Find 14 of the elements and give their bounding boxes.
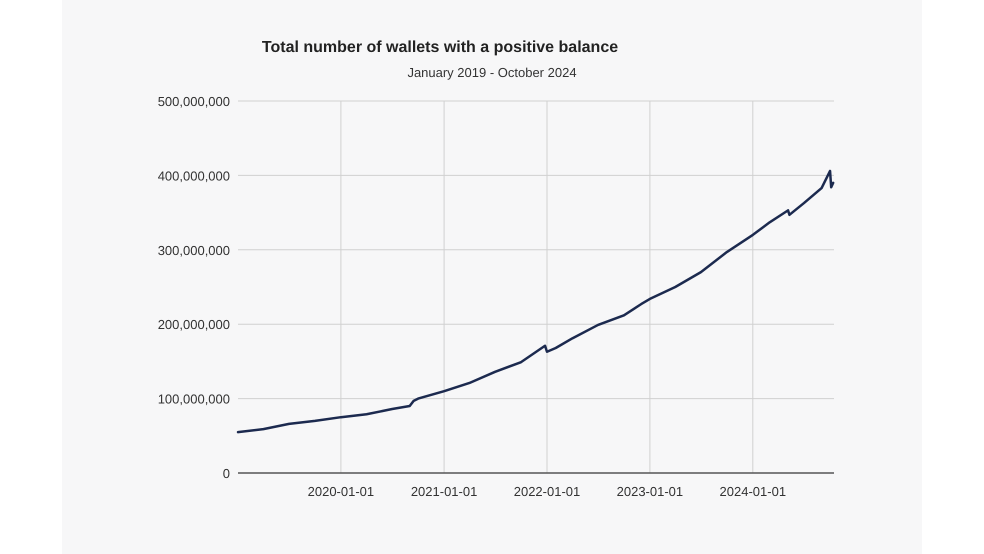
chart-title: Total number of wallets with a positive balance (262, 39, 618, 56)
x-tick-label: 2020-01-01 (308, 484, 374, 499)
y-tick-label: 400,000,000 (158, 168, 230, 184)
y-tick-label: 300,000,000 (158, 242, 230, 258)
x-tick-label: 2021-01-01 (410, 484, 478, 499)
y-tick-label: 200,000,000 (158, 317, 230, 332)
x-tick-label: 2022-01-01 (514, 484, 580, 499)
x-tick-label: 2024-01-01 (720, 484, 786, 499)
line-series (236, 170, 834, 434)
x-tick-label: 2023-01-01 (616, 484, 684, 499)
chart-subtitle: January 2019 - October 2024 (407, 65, 577, 80)
y-tick-label: 0 (222, 466, 230, 481)
y-tick-label: 500,000,000 (158, 94, 230, 109)
y-tick-label: 100,000,000 (158, 392, 230, 407)
